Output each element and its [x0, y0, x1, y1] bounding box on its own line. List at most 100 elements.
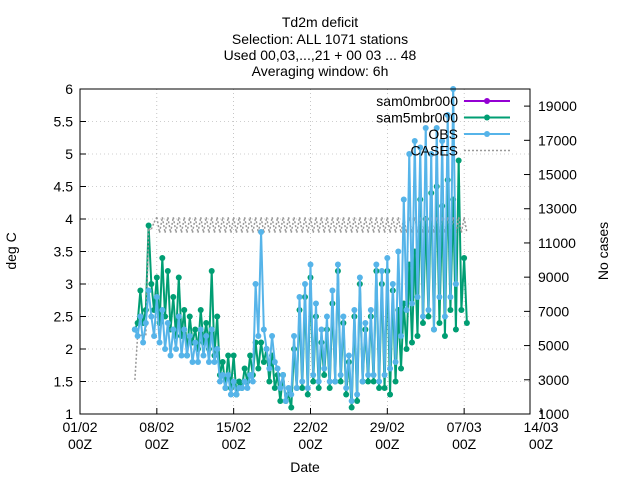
data-point-obs	[159, 307, 166, 313]
data-point-obs	[293, 385, 300, 391]
x-tick-label-time: 00Z	[452, 436, 477, 452]
series-segment-cases	[210, 217, 216, 233]
series-segment-cases	[301, 217, 306, 233]
data-point-obs	[384, 255, 391, 261]
series-segment-cases	[243, 217, 249, 233]
series-segment-cases	[265, 217, 271, 233]
data-point-obs	[428, 151, 435, 157]
data-point-obs	[219, 372, 226, 378]
data-point-obs	[332, 378, 339, 385]
data-point-sam5mbr000	[343, 391, 350, 398]
data-point-sam5mbr000	[419, 320, 426, 326]
series-segment-cases	[367, 217, 372, 233]
data-point-obs	[197, 326, 204, 333]
data-point-sam5mbr000	[452, 326, 459, 333]
data-point-obs	[274, 365, 281, 372]
data-point-obs	[318, 326, 325, 333]
series-segment-cases	[389, 217, 394, 233]
series-segment-obs	[166, 322, 172, 356]
data-point-obs	[323, 313, 330, 320]
data-point-obs	[211, 359, 218, 365]
series-segment-sam5mbr000	[144, 225, 150, 311]
series-segment-cases	[359, 217, 364, 233]
data-point-sam5mbr000	[321, 372, 328, 378]
data-point-obs	[439, 138, 446, 144]
data-point-obs	[403, 307, 410, 313]
data-point-obs	[310, 372, 317, 378]
data-point-obs	[238, 385, 245, 391]
series-segment-cases	[219, 217, 224, 233]
y2-tick-label: 13000	[538, 201, 577, 217]
data-point-obs	[244, 385, 251, 391]
series-segment-cases	[205, 217, 210, 233]
data-point-sam5mbr000	[370, 378, 377, 385]
series-segment-cases	[186, 217, 191, 233]
data-point-obs	[425, 307, 432, 313]
data-point-obs	[376, 378, 383, 385]
y2-tick-label: 9000	[538, 269, 569, 285]
data-point-obs	[389, 281, 396, 287]
data-point-sam5mbr000	[315, 385, 322, 391]
series-segment-cases	[348, 217, 353, 233]
x-tick-label-date: 08/02	[139, 419, 174, 435]
data-point-obs	[153, 294, 160, 300]
series-segment-obs	[314, 303, 320, 382]
series-segment-cases	[257, 217, 262, 233]
y-axis: 1 1.5 2 2.5 3 3.5 4 4.5 5 5.5 6	[54, 81, 86, 422]
series-segment-cases	[312, 217, 317, 233]
series-segment-cases	[328, 217, 334, 233]
series-segment-cases	[197, 217, 202, 233]
data-point-sam5mbr000	[271, 385, 278, 391]
data-point-sam5mbr000	[409, 339, 416, 346]
series-segment-cases	[175, 217, 180, 233]
series-segment-cases	[183, 217, 188, 233]
data-point-obs	[216, 378, 223, 385]
data-point-obs	[164, 320, 171, 326]
series-segment-cases	[134, 335, 139, 380]
data-point-obs	[441, 313, 448, 320]
data-point-sam5mbr000	[186, 313, 193, 320]
data-point-obs	[249, 378, 256, 385]
series-sam5mbr000	[131, 157, 470, 411]
data-point-obs	[299, 378, 306, 385]
data-point-sam5mbr000	[310, 378, 317, 385]
data-point-obs	[354, 391, 361, 398]
series-segment-obs	[317, 329, 323, 382]
data-point-obs	[321, 365, 328, 372]
x-axis: 01/0200Z08/0200Z15/0200Z22/0200Z29/0200Z…	[62, 408, 559, 452]
data-point-obs	[145, 287, 152, 294]
series-segment-cases	[337, 217, 342, 233]
series-segment-obs	[177, 316, 183, 356]
data-point-obs	[255, 333, 262, 339]
data-point-obs	[345, 352, 352, 359]
series-segment-cases	[189, 217, 194, 233]
data-point-obs	[225, 372, 232, 378]
series-segment-cases	[449, 217, 454, 233]
series-segment-obs	[309, 264, 315, 376]
series-segment-cases	[150, 222, 155, 230]
series-segment-cases	[290, 217, 295, 233]
data-point-obs	[258, 229, 265, 235]
x-tick-label-date: 22/02	[293, 419, 328, 435]
series-segment-cases	[315, 217, 320, 233]
series-segment-cases	[317, 217, 323, 233]
data-point-obs	[334, 261, 341, 268]
x-tick-label-time: 00Z	[145, 436, 170, 452]
data-point-sam5mbr000	[230, 352, 237, 359]
series-segment-obs	[394, 251, 400, 363]
series-segment-obs	[386, 257, 392, 369]
data-point-obs	[233, 391, 240, 398]
series-segment-cases	[342, 217, 347, 233]
series-segment-cases	[392, 217, 397, 233]
series-segment-cases	[268, 217, 273, 233]
data-point-sam5mbr000	[348, 404, 355, 411]
data-point-sam5mbr000	[137, 287, 144, 294]
series-segment-cases	[252, 217, 257, 233]
y2-tick-label: 7000	[538, 303, 569, 319]
series-segment-cases	[345, 217, 350, 233]
x-tick-label-date: 07/03	[447, 419, 482, 435]
x-tick-label-time: 00Z	[222, 436, 247, 452]
series-segment-cases	[370, 217, 375, 233]
series-layer	[131, 86, 470, 411]
data-point-obs	[137, 313, 144, 320]
